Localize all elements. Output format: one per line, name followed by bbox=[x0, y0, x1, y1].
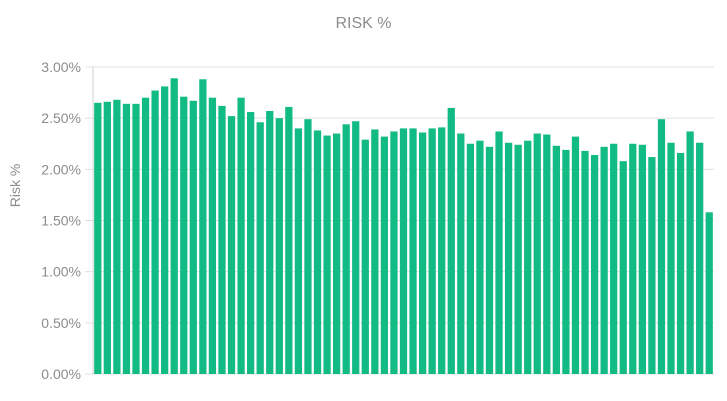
bar[interactable] bbox=[600, 146, 608, 374]
bar[interactable] bbox=[629, 143, 637, 374]
bar[interactable] bbox=[638, 144, 646, 374]
bar[interactable] bbox=[218, 105, 226, 374]
y-tick-label: 0.50% bbox=[41, 315, 81, 331]
bar[interactable] bbox=[256, 122, 264, 374]
bar[interactable] bbox=[504, 142, 513, 374]
bar[interactable] bbox=[132, 103, 140, 374]
bar[interactable] bbox=[667, 142, 675, 374]
bar[interactable] bbox=[189, 100, 197, 375]
bar[interactable] bbox=[533, 133, 541, 374]
bar[interactable] bbox=[485, 146, 494, 374]
bar[interactable] bbox=[495, 131, 503, 374]
bar[interactable] bbox=[170, 78, 178, 374]
bar[interactable] bbox=[571, 136, 580, 374]
bar[interactable] bbox=[380, 136, 389, 374]
bar[interactable] bbox=[332, 133, 341, 374]
bar[interactable] bbox=[466, 143, 475, 374]
bar[interactable] bbox=[180, 96, 188, 375]
bar[interactable] bbox=[237, 97, 245, 374]
bar[interactable] bbox=[371, 129, 379, 374]
y-tick-label: 3.00% bbox=[41, 59, 81, 75]
y-tick-label: 1.50% bbox=[41, 213, 81, 229]
bar[interactable] bbox=[361, 139, 369, 374]
bar[interactable] bbox=[447, 107, 455, 375]
y-tick-label: 0.00% bbox=[41, 366, 81, 382]
y-tick-label: 2.00% bbox=[41, 161, 81, 177]
bar[interactable] bbox=[103, 101, 111, 374]
bar[interactable] bbox=[676, 152, 685, 374]
bar[interactable] bbox=[352, 121, 360, 375]
bar[interactable] bbox=[552, 145, 560, 374]
bar[interactable] bbox=[562, 149, 570, 374]
y-tick-label: 1.00% bbox=[41, 264, 81, 280]
bar[interactable] bbox=[457, 133, 465, 374]
bar[interactable] bbox=[514, 144, 522, 374]
bar[interactable] bbox=[94, 102, 102, 374]
bar[interactable] bbox=[686, 131, 694, 374]
bar[interactable] bbox=[141, 97, 150, 374]
bar[interactable] bbox=[399, 128, 408, 374]
bar[interactable] bbox=[285, 106, 293, 374]
bar[interactable] bbox=[476, 140, 484, 374]
y-axis-label: Risk % bbox=[7, 164, 23, 208]
bar[interactable] bbox=[418, 132, 427, 374]
bar[interactable] bbox=[428, 128, 436, 374]
bar[interactable] bbox=[323, 135, 331, 374]
bar[interactable] bbox=[438, 127, 446, 374]
bar[interactable] bbox=[113, 99, 121, 374]
bar[interactable] bbox=[581, 150, 589, 374]
bar[interactable] bbox=[619, 161, 627, 374]
bar[interactable] bbox=[247, 112, 255, 374]
bar[interactable] bbox=[266, 111, 274, 374]
bar[interactable] bbox=[390, 131, 398, 374]
bar[interactable] bbox=[151, 90, 159, 374]
bar[interactable] bbox=[543, 134, 551, 374]
bar[interactable] bbox=[161, 86, 169, 374]
bar[interactable] bbox=[590, 155, 599, 374]
bar[interactable] bbox=[648, 157, 656, 374]
bar[interactable] bbox=[705, 212, 713, 374]
bar[interactable] bbox=[294, 128, 303, 374]
bar[interactable] bbox=[199, 79, 207, 374]
bar[interactable] bbox=[313, 130, 322, 374]
bar[interactable] bbox=[342, 124, 350, 374]
bar[interactable] bbox=[409, 128, 417, 374]
bar[interactable] bbox=[227, 116, 236, 375]
y-tick-label: 2.50% bbox=[41, 110, 81, 126]
bar[interactable] bbox=[696, 142, 704, 374]
bar[interactable] bbox=[610, 143, 618, 374]
bar[interactable] bbox=[208, 97, 217, 374]
chart-title: RISK % bbox=[335, 15, 392, 32]
bar[interactable] bbox=[304, 119, 312, 374]
bar[interactable] bbox=[524, 140, 532, 374]
bar[interactable] bbox=[275, 118, 283, 374]
bar[interactable] bbox=[657, 119, 666, 374]
bar[interactable] bbox=[122, 103, 131, 374]
